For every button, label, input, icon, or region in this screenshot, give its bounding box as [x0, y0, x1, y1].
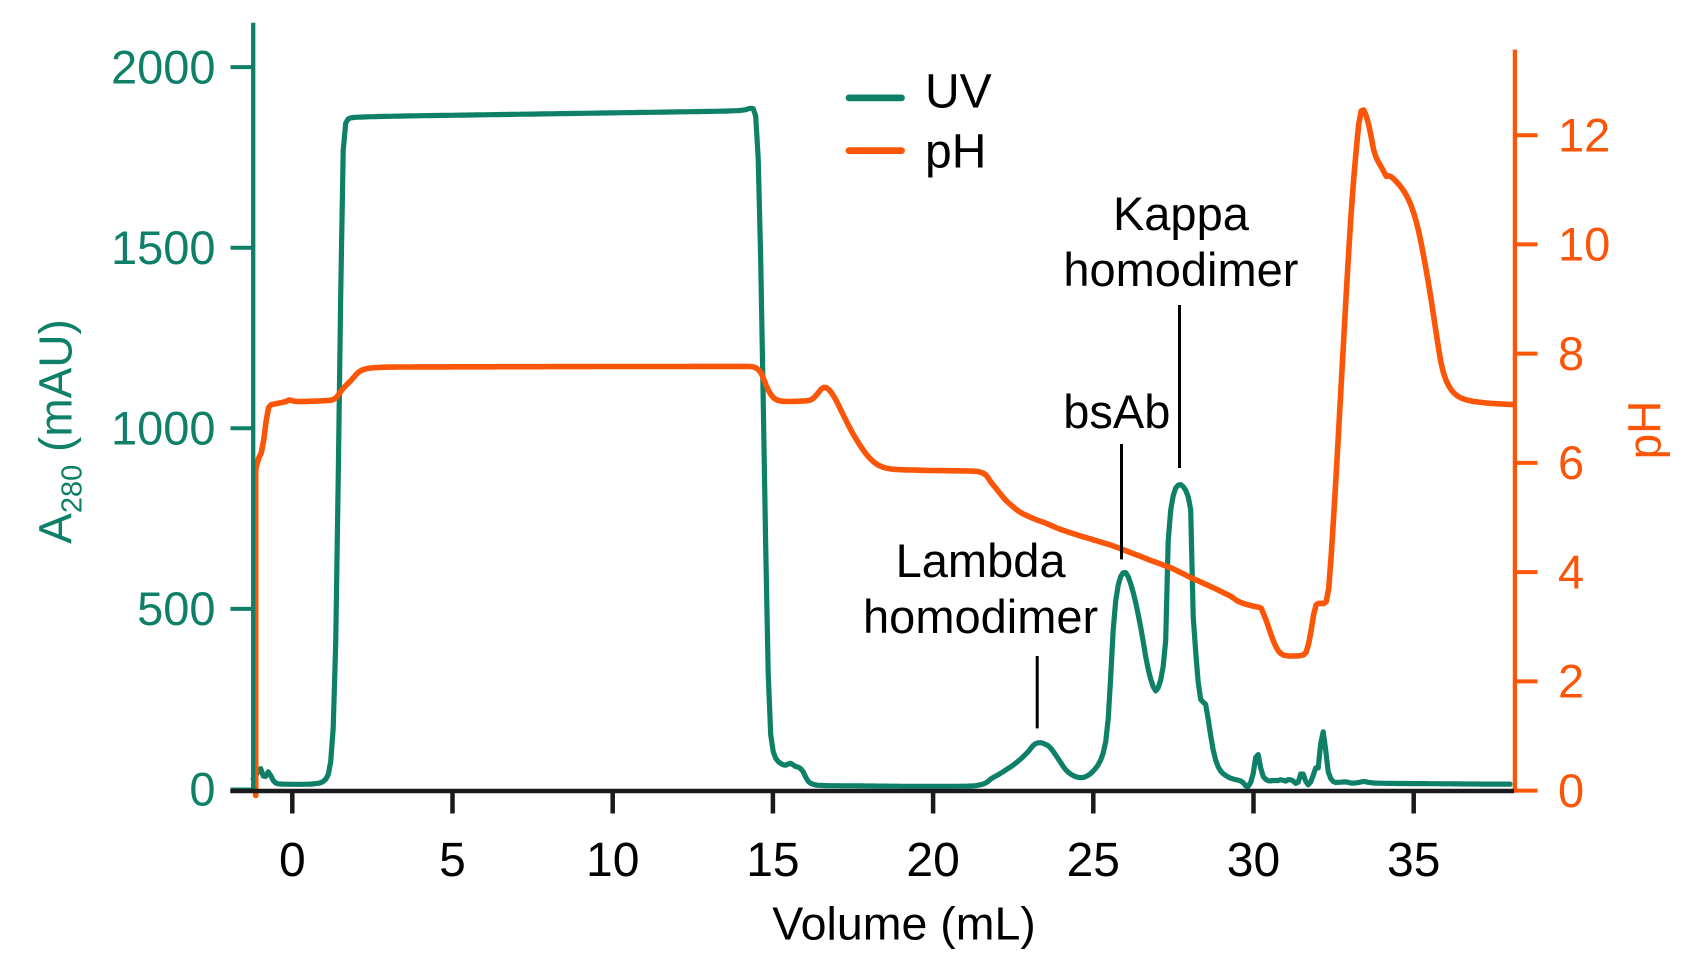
svg-text:0: 0	[189, 763, 215, 816]
svg-text:Lambda: Lambda	[896, 534, 1067, 587]
svg-text:2: 2	[1558, 655, 1584, 708]
svg-text:20: 20	[906, 834, 959, 887]
svg-text:pH: pH	[925, 126, 986, 179]
svg-text:25: 25	[1067, 834, 1120, 887]
svg-text:8: 8	[1558, 327, 1584, 380]
svg-text:1000: 1000	[111, 402, 216, 455]
svg-text:0: 0	[279, 834, 306, 887]
svg-text:homodimer: homodimer	[1063, 243, 1298, 296]
svg-text:30: 30	[1227, 834, 1280, 887]
svg-text:Volume (mL): Volume (mL)	[772, 898, 1036, 950]
svg-text:10: 10	[1558, 218, 1610, 271]
svg-text:12: 12	[1558, 108, 1610, 161]
svg-text:6: 6	[1558, 436, 1584, 489]
svg-text:bsAb: bsAb	[1063, 385, 1170, 438]
svg-text:35: 35	[1387, 834, 1440, 887]
svg-text:4: 4	[1558, 545, 1584, 598]
svg-text:pH: pH	[1619, 401, 1671, 460]
svg-text:2000: 2000	[111, 40, 216, 93]
svg-text:15: 15	[746, 834, 799, 887]
svg-text:1500: 1500	[111, 221, 216, 274]
svg-text:Kappa: Kappa	[1113, 187, 1250, 240]
svg-text:UV: UV	[925, 66, 992, 119]
svg-text:homodimer: homodimer	[863, 590, 1098, 643]
svg-text:500: 500	[137, 582, 215, 635]
svg-text:5: 5	[439, 834, 466, 887]
svg-text:10: 10	[586, 834, 639, 887]
svg-text:0: 0	[1558, 764, 1584, 817]
